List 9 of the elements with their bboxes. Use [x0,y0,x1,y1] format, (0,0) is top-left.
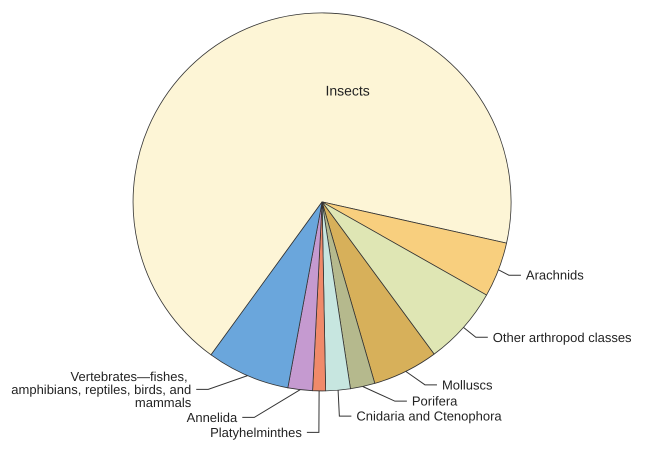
slice-label: Cnidaria and Ctenophora [356,408,502,424]
slice-label: Molluscs [442,377,494,392]
slice-label: Insects [325,82,370,99]
slice-label: Platyhelminthes [210,424,302,440]
slice-label: Porifera [412,394,458,409]
slice-label: Arachnids [526,268,584,283]
slice-label: Other arthropod classes [492,330,632,345]
slice-label: Annelida [186,410,238,425]
slice-label: Vertebrates—fishes, amphibians, reptiles, birds, and mammals [11,368,192,410]
